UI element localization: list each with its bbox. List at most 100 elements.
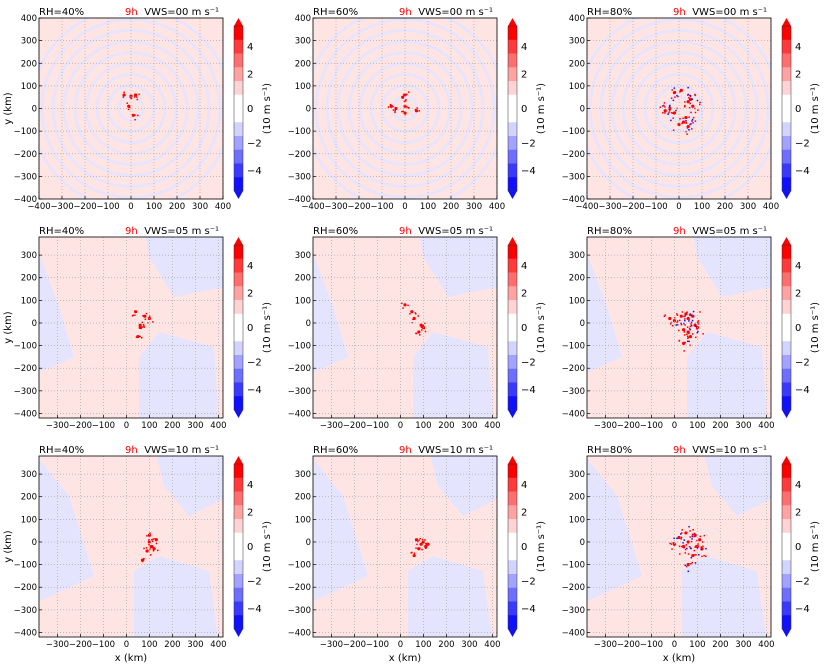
convective-speck (676, 321, 678, 323)
convective-speck (143, 557, 145, 560)
x-tick-label: 100 (689, 640, 705, 650)
convective-cell (403, 303, 407, 307)
x-tick-label: −300 (50, 202, 73, 212)
y-tick-label: −300 (562, 387, 585, 397)
convective-speck (425, 542, 427, 545)
colorbar-segment (234, 615, 243, 630)
convective-speck (141, 326, 144, 328)
colorbar-tick-label: 4 (521, 480, 527, 491)
convective-speck (421, 548, 423, 551)
negative-region (430, 456, 497, 516)
y-tick-label: −300 (288, 606, 311, 616)
colorbar-frame (233, 244, 244, 411)
panel-6: −300 −200 −100 0 100 200 300 400−400−300−200−10… (562, 226, 821, 431)
negative-region (139, 332, 219, 418)
convective-speck (671, 324, 674, 327)
colorbar-segment (782, 286, 791, 301)
rh-label: RH=80% (587, 445, 632, 456)
convective-cell (693, 533, 697, 537)
convective-speck (664, 314, 666, 316)
vws-label: VWS=00 m s⁻¹ (418, 7, 493, 18)
colorbar: 4 2 0 −2 −4 (10 m s⁻¹) (233, 456, 273, 637)
colorbar-segment (508, 341, 517, 356)
y-tick-label: −400 (14, 628, 37, 638)
convective-cell (688, 97, 693, 102)
convective-speck (664, 106, 666, 108)
convective-speck (695, 325, 697, 327)
convective-speck (697, 543, 699, 545)
colorbar-segment (508, 300, 517, 315)
convective-speck (134, 118, 136, 121)
convective-speck (402, 93, 405, 96)
convective-speck (684, 324, 686, 326)
time-label: 9h (673, 226, 686, 237)
negative-region (134, 556, 218, 637)
colorbar-min-extend (508, 629, 517, 637)
colorbar-segment (782, 368, 791, 383)
x-tick-label: 100 (141, 640, 157, 650)
colorbar-label: (10 m s⁻¹) (536, 83, 547, 134)
colorbar-max-extend (782, 18, 791, 26)
colorbar-segment (234, 396, 243, 411)
convective-speck (674, 543, 677, 546)
colorbar-tick-label: 2 (247, 508, 253, 519)
colorbar-tick-label: −4 (247, 604, 262, 615)
convective-speck (419, 547, 421, 550)
x-tick-label: −300 (320, 640, 343, 650)
convective-speck (672, 542, 674, 544)
convective-speck (694, 120, 697, 122)
convective-speck (697, 109, 699, 111)
convective-speck (685, 544, 688, 546)
convective-speck (701, 541, 704, 543)
convective-speck (669, 542, 671, 545)
colorbar-segment (234, 313, 243, 328)
convective-speck (705, 555, 707, 558)
convective-speck (673, 537, 675, 540)
rh-label: RH=60% (313, 7, 358, 18)
colorbar-label: (10 m s⁻¹) (536, 521, 547, 572)
convective-speck (674, 96, 676, 98)
colorbar-segment (234, 464, 243, 479)
convective-speck (696, 547, 699, 549)
convective-speck (692, 122, 694, 124)
convective-speck (426, 543, 428, 545)
x-tick-label: −100 (644, 202, 667, 212)
convective-speck (672, 129, 675, 131)
convective-speck (691, 120, 693, 122)
convective-speck (137, 114, 139, 117)
convective-speck (679, 91, 681, 93)
x-axis-label: x (km) (663, 653, 696, 664)
colorbar-segment (234, 258, 243, 273)
y-tick-label: 400 (569, 14, 585, 24)
colorbar-tick-label: −4 (247, 166, 262, 177)
convective-speck (683, 322, 685, 325)
y-tick-label: −200 (14, 150, 37, 160)
convective-speck (149, 532, 151, 534)
rh-label: RH=60% (313, 226, 358, 237)
convective-cell (147, 533, 151, 537)
x-tick-label: 200 (164, 640, 180, 650)
convective-speck (682, 542, 684, 544)
x-tick-label: 100 (141, 421, 157, 431)
colorbar-segment (508, 396, 517, 411)
panel-5: −300 −200 −100 0 100 200 300 400−400−300−200−10… (288, 226, 547, 431)
colorbar-segment (508, 327, 517, 342)
colorbar-segment (782, 26, 791, 41)
colorbar-label: (10 m s⁻¹) (810, 521, 821, 572)
convective-speck (387, 106, 390, 108)
x-tick-label: −200 (343, 421, 366, 431)
convective-speck (681, 311, 684, 313)
plot-frame (38, 236, 224, 419)
convective-cell (688, 334, 693, 339)
colorbar-segment (782, 396, 791, 411)
y-tick-label: 200 (21, 59, 37, 69)
colorbar-max-extend (234, 18, 243, 26)
plot-area (39, 456, 223, 637)
convective-speck (689, 325, 692, 328)
x-tick-label: −200 (617, 421, 640, 431)
panel-3: −400 −300 −200 −100 0 100 200 300 400−400−300−20… (562, 7, 821, 212)
convective-speck (409, 313, 411, 315)
y-tick-label: 200 (569, 274, 585, 284)
convective-cell (691, 553, 695, 558)
y-tick-label: 0 (580, 538, 585, 548)
